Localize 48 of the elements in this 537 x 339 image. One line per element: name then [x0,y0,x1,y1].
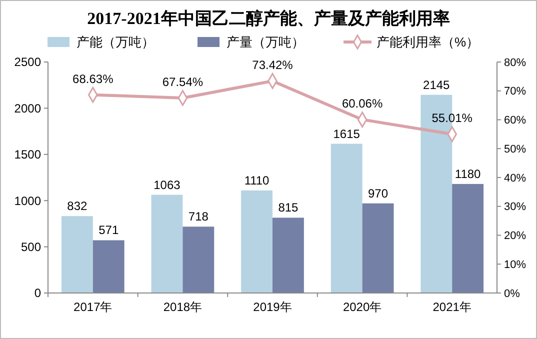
data-label: 571 [98,223,119,238]
data-label: 68.63% [72,72,114,86]
legend-label: 产能利用率（%） [376,34,480,50]
y-tick-label: 0 [34,286,42,300]
x-tick-label: 2018年 [163,300,202,314]
y2-tick-label: 0% [504,288,520,300]
y2-tick-label: 60% [504,114,526,127]
bar [362,203,394,293]
legend-label: 产能（万吨） [76,34,154,50]
bar [61,216,93,293]
data-label: 55.01% [432,111,473,126]
y2-tick-label: 40% [504,172,526,184]
data-label: 1615 [333,126,360,141]
data-label: 73.42% [252,58,294,72]
data-label: 1180 [454,166,482,181]
bar [182,226,214,293]
chart-title: 2017-2021年中国乙二醇产能、产量及产能利用率 [87,9,450,28]
x-tick-label: 2020年 [342,300,382,314]
x-tick-label: 2021年 [432,300,472,314]
data-label: 718 [188,210,209,224]
bar [151,194,183,293]
bar [330,144,362,293]
data-label: 970 [368,186,388,200]
bar [452,184,484,293]
y2-tick-label: 50% [504,143,526,156]
y2-tick-label: 10% [504,258,526,271]
y-tick-label: 1000 [14,194,42,208]
bar [241,190,272,293]
data-label: 832 [67,199,88,214]
data-label: 60.06% [342,96,383,111]
y2-tick-label: 80% [504,56,526,69]
y-tick-label: 2500 [14,55,42,70]
bar [92,240,124,293]
data-label: 1063 [154,178,181,192]
y-tick-label: 2000 [14,101,42,116]
x-tick-label: 2019年 [253,300,292,314]
y-tick-label: 500 [20,240,42,254]
legend-label: 产量（万吨） [226,34,304,50]
x-tick-label: 2017年 [74,300,112,314]
y2-tick-label: 70% [504,86,526,98]
y2-tick-label: 20% [504,230,526,242]
data-label: 2145 [423,78,450,92]
y2-tick-label: 30% [504,201,526,214]
data-label: 67.54% [162,74,204,89]
data-label: 815 [278,200,299,215]
y-tick-label: 1500 [14,148,42,162]
bar [272,218,304,293]
data-label: 1110 [244,173,270,188]
